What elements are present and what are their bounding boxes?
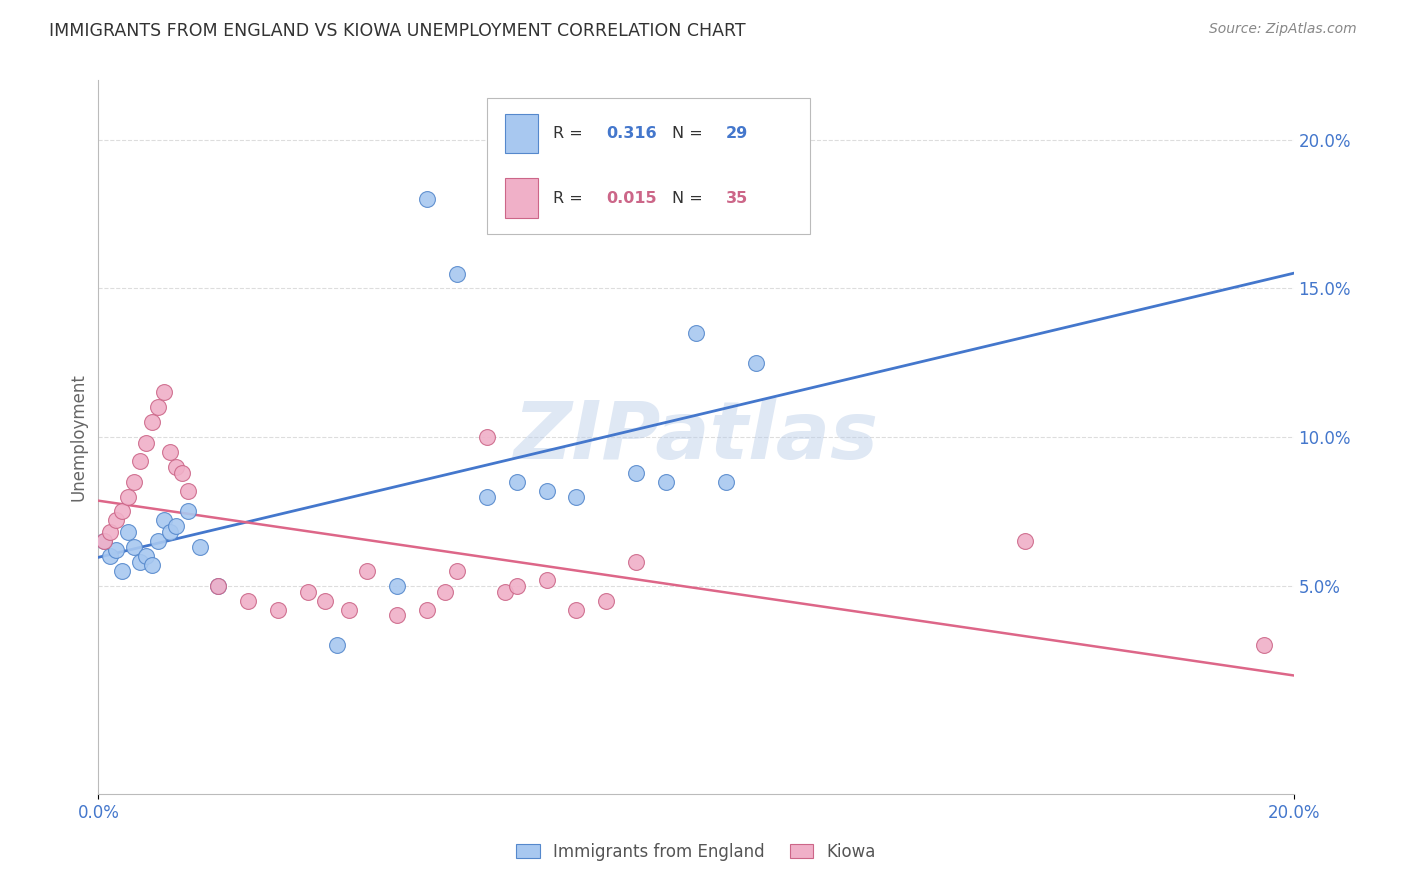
Text: 29: 29: [725, 127, 748, 141]
Text: IMMIGRANTS FROM ENGLAND VS KIOWA UNEMPLOYMENT CORRELATION CHART: IMMIGRANTS FROM ENGLAND VS KIOWA UNEMPLO…: [49, 22, 745, 40]
Point: [506, 579, 529, 593]
Text: ZIPatlas: ZIPatlas: [513, 398, 879, 476]
Point: [475, 490, 498, 504]
Point: [745, 356, 768, 370]
Text: 35: 35: [725, 191, 748, 205]
Point: [655, 475, 678, 489]
Text: 0.015: 0.015: [606, 191, 657, 205]
Point: [385, 608, 409, 623]
Bar: [505, 178, 538, 218]
Point: [207, 579, 229, 593]
Point: [129, 555, 152, 569]
Point: [1253, 638, 1275, 652]
Point: [536, 573, 558, 587]
Point: [153, 385, 176, 400]
Text: R =: R =: [553, 127, 588, 141]
Point: [356, 564, 378, 578]
Point: [434, 584, 457, 599]
Point: [124, 475, 146, 489]
Point: [1014, 534, 1036, 549]
Point: [714, 475, 737, 489]
Point: [135, 549, 157, 563]
Point: [188, 540, 211, 554]
Point: [685, 326, 707, 340]
Text: 0.316: 0.316: [606, 127, 657, 141]
Point: [105, 543, 128, 558]
Point: [153, 513, 176, 527]
Point: [93, 534, 115, 549]
Point: [100, 525, 122, 540]
Point: [446, 564, 468, 578]
Point: [385, 579, 409, 593]
Point: [117, 490, 139, 504]
Point: [135, 436, 157, 450]
Point: [236, 593, 259, 607]
Point: [207, 579, 229, 593]
Point: [100, 549, 122, 563]
Point: [159, 445, 181, 459]
Point: [326, 638, 349, 652]
Point: [129, 454, 152, 468]
Point: [494, 584, 516, 599]
Point: [141, 558, 163, 572]
Point: [339, 602, 360, 616]
Text: R =: R =: [553, 191, 588, 205]
Y-axis label: Unemployment: Unemployment: [69, 373, 87, 501]
Point: [416, 192, 439, 206]
Point: [565, 602, 588, 616]
Point: [565, 490, 588, 504]
Bar: [505, 114, 538, 153]
Point: [148, 534, 170, 549]
Point: [148, 401, 170, 415]
Text: N =: N =: [672, 127, 709, 141]
Point: [267, 602, 290, 616]
Point: [117, 525, 139, 540]
Point: [536, 483, 558, 498]
Point: [111, 504, 134, 518]
Legend: Immigrants from England, Kiowa: Immigrants from England, Kiowa: [509, 837, 883, 868]
Point: [124, 540, 146, 554]
Point: [297, 584, 319, 599]
Point: [446, 267, 468, 281]
Text: Source: ZipAtlas.com: Source: ZipAtlas.com: [1209, 22, 1357, 37]
Point: [315, 593, 337, 607]
FancyBboxPatch shape: [486, 98, 810, 234]
Point: [626, 466, 648, 480]
Point: [165, 519, 187, 533]
Text: N =: N =: [672, 191, 709, 205]
Point: [626, 555, 648, 569]
Point: [111, 564, 134, 578]
Point: [177, 504, 200, 518]
Point: [165, 459, 187, 474]
Point: [177, 483, 200, 498]
Point: [172, 466, 194, 480]
Point: [141, 415, 163, 429]
Point: [416, 602, 439, 616]
Point: [159, 525, 181, 540]
Point: [105, 513, 128, 527]
Point: [93, 534, 115, 549]
Point: [506, 475, 529, 489]
Point: [595, 593, 617, 607]
Point: [475, 430, 498, 444]
